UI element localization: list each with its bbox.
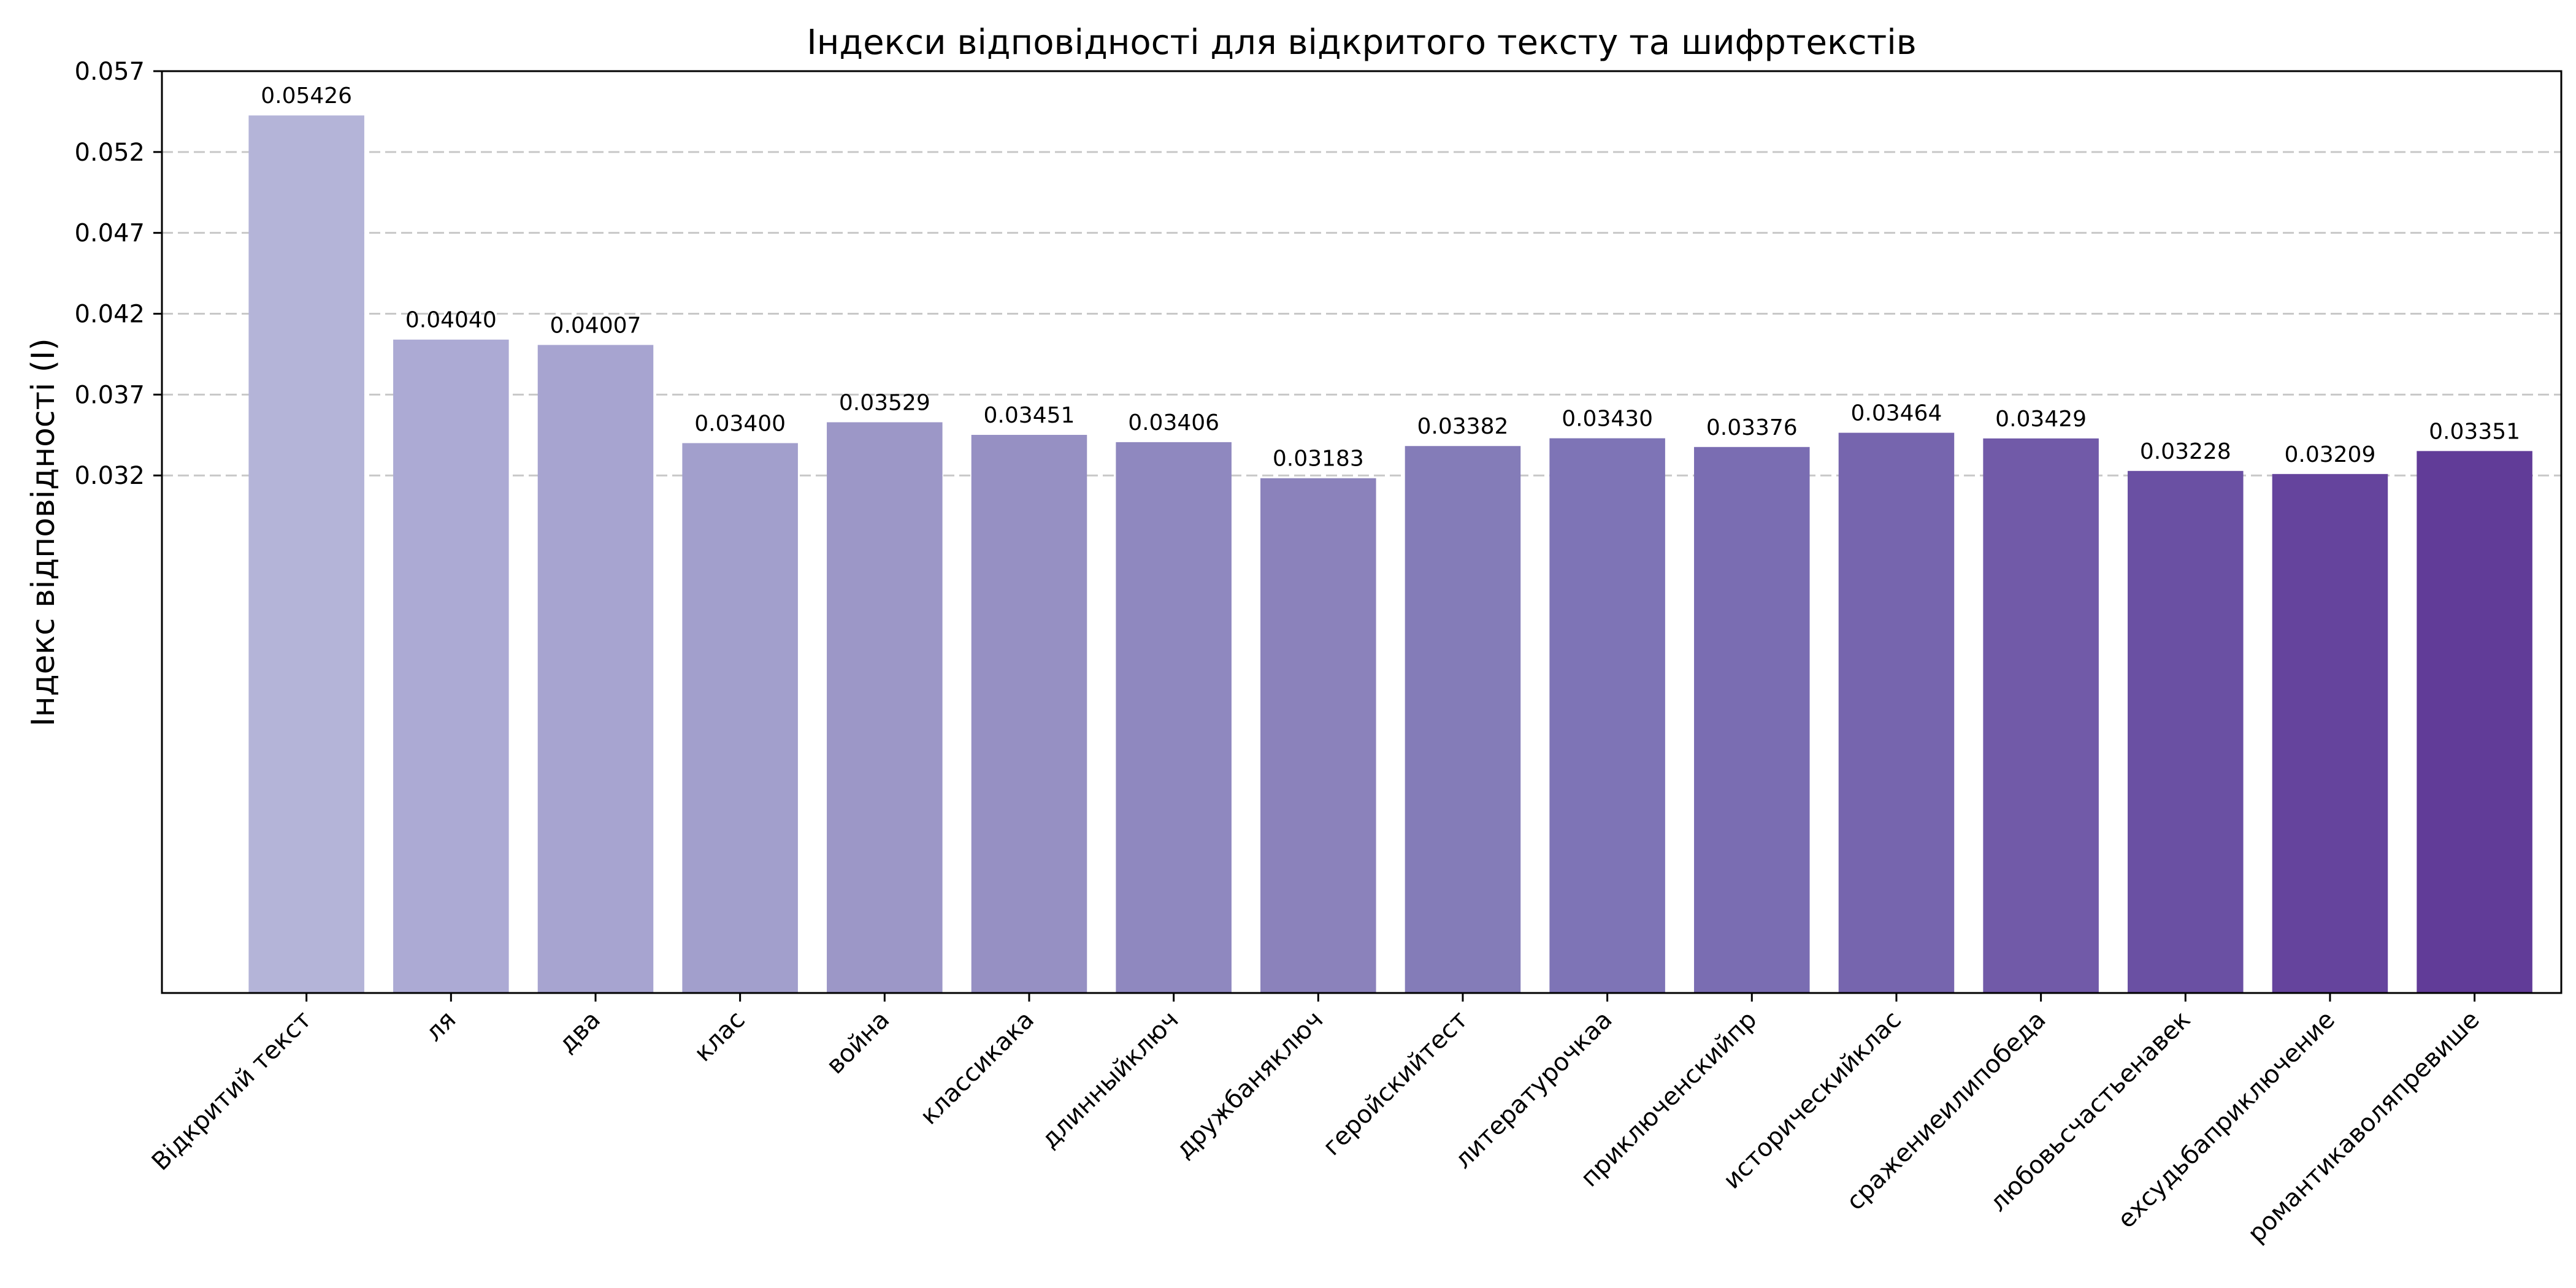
plot-frame bbox=[161, 70, 2563, 994]
bar bbox=[1116, 442, 1232, 993]
value-label: 0.03376 bbox=[1706, 415, 1798, 440]
value-label: 0.03406 bbox=[1128, 410, 1219, 435]
value-label: 0.04040 bbox=[405, 308, 497, 333]
y-tick-label: 0.032 bbox=[74, 462, 145, 490]
y-tick-label: 0.047 bbox=[74, 220, 145, 248]
bar bbox=[827, 422, 943, 993]
x-tick-label: длинныйключ bbox=[1036, 1006, 1184, 1154]
bar bbox=[1694, 447, 1810, 993]
bar bbox=[2417, 451, 2532, 993]
y-axis-label: Індекс відповідності (I) bbox=[25, 338, 62, 726]
x-tick-label: классикака bbox=[915, 1006, 1040, 1130]
bar bbox=[393, 339, 509, 993]
value-label: 0.04007 bbox=[550, 313, 642, 338]
bar bbox=[1549, 438, 1665, 993]
y-axis-ticks: 0.032 0.037 0.042 0.047 0.052 0.057 bbox=[74, 58, 162, 490]
bar bbox=[971, 435, 1087, 993]
x-tick-label: ля bbox=[420, 1006, 462, 1048]
x-tick-label: романтикаволяпревише bbox=[2242, 1006, 2485, 1248]
bar bbox=[1838, 432, 1955, 993]
x-tick-label: геройскийтест bbox=[1317, 1006, 1473, 1162]
value-label: 0.03183 bbox=[1273, 447, 1364, 472]
value-label: 0.03451 bbox=[984, 403, 1075, 428]
y-tick-label: 0.042 bbox=[74, 301, 145, 329]
y-tick-label: 0.057 bbox=[74, 58, 145, 86]
x-axis-ticks: Відкритий текст ля два клас война классикакад… bbox=[147, 993, 2485, 1248]
x-tick-label: Відкритий текст bbox=[147, 1006, 317, 1176]
chart-title: Індекси відповідності для відкритого тек… bbox=[807, 23, 1917, 63]
value-label: 0.03382 bbox=[1417, 414, 1509, 439]
bars bbox=[248, 115, 2532, 993]
bar bbox=[1983, 438, 2099, 993]
x-tick-label: война bbox=[821, 1006, 895, 1080]
value-label: 0.03209 bbox=[2285, 442, 2376, 467]
grid-lines bbox=[162, 70, 2561, 477]
x-tick-label: дружбаняключ bbox=[1170, 1006, 1328, 1164]
value-label: 0.03228 bbox=[2140, 439, 2231, 464]
y-tick-label: 0.052 bbox=[74, 139, 145, 167]
bar bbox=[1405, 446, 1521, 993]
value-label: 0.05426 bbox=[261, 83, 352, 109]
value-label: 0.03430 bbox=[1562, 407, 1653, 432]
bar bbox=[248, 115, 364, 993]
x-tick-label: клас bbox=[689, 1006, 751, 1068]
value-label: 0.03429 bbox=[1995, 407, 2087, 432]
value-label: 0.03529 bbox=[839, 390, 930, 415]
value-labels: 0.05426 0.04040 0.04007 0.03400 0.03529 0.034… bbox=[261, 83, 2520, 471]
x-tick-label: литературочкаа bbox=[1449, 1006, 1618, 1175]
x-tick-label: два bbox=[553, 1006, 606, 1059]
value-label: 0.03464 bbox=[1851, 401, 1942, 426]
bar bbox=[2272, 473, 2388, 993]
value-label: 0.03351 bbox=[2429, 419, 2520, 444]
bar bbox=[682, 443, 798, 993]
bar bbox=[537, 345, 654, 993]
value-label: 0.03400 bbox=[694, 411, 786, 436]
bar bbox=[1260, 478, 1376, 993]
y-tick-label: 0.037 bbox=[74, 381, 145, 409]
bar bbox=[2128, 470, 2244, 993]
